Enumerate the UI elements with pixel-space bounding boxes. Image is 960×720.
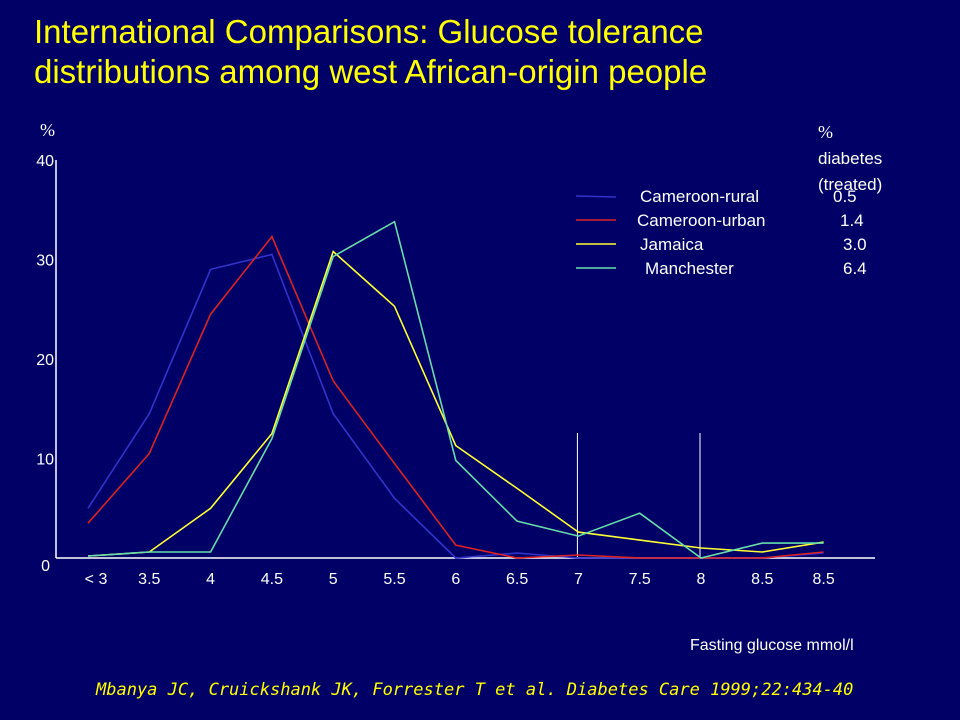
series-line-manchester xyxy=(87,220,824,559)
x-tick-label: 7 xyxy=(574,571,583,588)
x-tick-label: 8.5 xyxy=(751,571,773,588)
legend-swatch xyxy=(575,195,617,198)
citation: Mbanya JC, Cruickshank JK, Forrester T e… xyxy=(96,680,854,700)
title-line-1: International Comparisons: Glucose toler… xyxy=(34,13,704,50)
legend: % diabetes (treated) Cameroon-rural 0.5 Camer… xyxy=(575,122,882,278)
series-line-jamaica xyxy=(87,250,824,557)
series-lines xyxy=(87,220,824,559)
legend-diabetes-value: 0.5 xyxy=(833,187,857,206)
x-tick-label: < 3 xyxy=(85,571,108,588)
y-tick-label: 0 xyxy=(41,558,50,575)
legend-diabetes-value: 1.4 xyxy=(840,211,864,230)
x-axis-label: Fasting glucose mmol/l xyxy=(690,637,854,654)
x-tick-label: 3.5 xyxy=(138,571,160,588)
x-tick-label: 4.5 xyxy=(261,571,283,588)
y-tick-label: 30 xyxy=(36,253,54,270)
legend-series-name: Cameroon-urban xyxy=(637,211,766,230)
x-tick-label: 5 xyxy=(329,571,338,588)
y-tick-label: 40 xyxy=(36,153,54,170)
legend-series-name: Jamaica xyxy=(640,235,704,254)
title-line-2: distributions among west African-origin … xyxy=(34,53,708,90)
series-line-cameroon-rural xyxy=(87,253,824,559)
y-tick-label: 10 xyxy=(36,452,54,469)
legend-series-name: Manchester xyxy=(645,259,734,278)
x-tick-label: 6 xyxy=(451,571,460,588)
y-tick-label: 20 xyxy=(36,352,54,369)
slide-title: International Comparisons: Glucose toler… xyxy=(34,12,934,92)
reference-lines xyxy=(576,433,701,558)
series-line-cameroon-urban xyxy=(87,235,824,559)
x-tick-label: 8 xyxy=(697,571,706,588)
x-tick-labels: < 3 3.5 4 4.5 5 5.5 6 6.5 7 7.5 8 8.5 8.5 xyxy=(85,571,835,588)
legend-header-line: % xyxy=(818,122,833,142)
legend-diabetes-value: 3.0 xyxy=(843,235,867,254)
legend-series-name: Cameroon-rural xyxy=(640,187,759,206)
y-tick-labels: 0 10 20 30 40 xyxy=(36,153,54,575)
legend-diabetes-value: 6.4 xyxy=(843,259,867,278)
legend-header-line: (treated) xyxy=(818,175,882,194)
x-tick-label: 8.5 xyxy=(812,571,834,588)
x-tick-label: 7.5 xyxy=(629,571,651,588)
legend-header-line: diabetes xyxy=(818,149,882,168)
x-tick-label: 5.5 xyxy=(383,571,405,588)
y-axis-unit-label: % xyxy=(40,120,55,140)
x-tick-label: 4 xyxy=(206,571,215,588)
x-tick-label: 6.5 xyxy=(506,571,528,588)
